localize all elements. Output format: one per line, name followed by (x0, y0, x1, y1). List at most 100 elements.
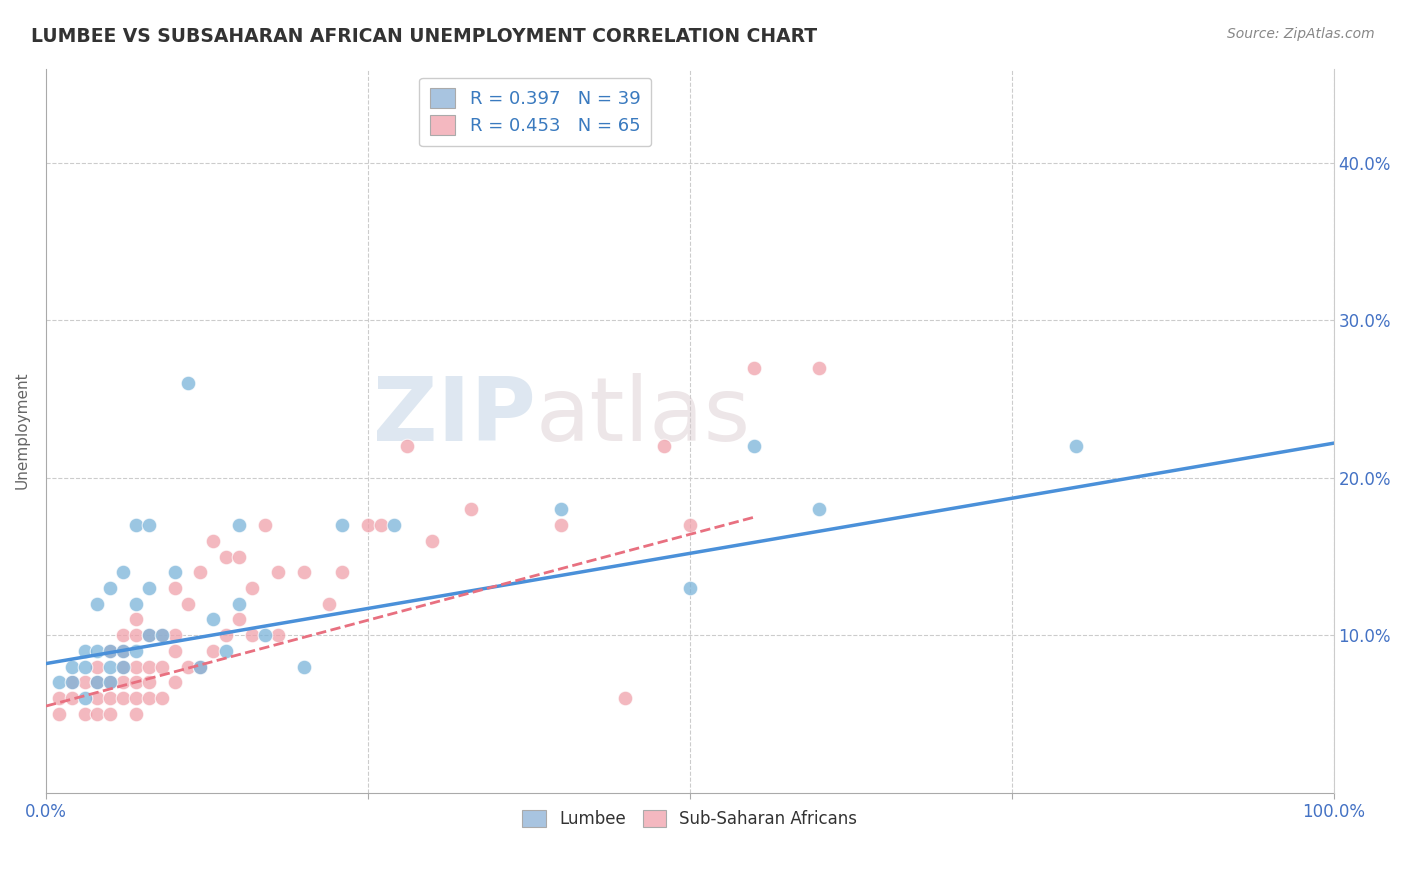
Point (292, 659, 315, 673)
Point (742, 439, 765, 453)
Point (460, 502, 482, 516)
Point (125, 597, 148, 611)
Point (125, 518, 148, 533)
Point (86, 644, 108, 658)
Point (112, 644, 135, 658)
Point (679, 518, 702, 533)
Point (112, 659, 135, 673)
Point (228, 549, 250, 564)
Point (73, 659, 96, 673)
Point (125, 675, 148, 690)
Y-axis label: Unemployment: Unemployment (15, 372, 30, 490)
Point (807, 502, 830, 516)
Point (614, 691, 637, 706)
Point (48, 691, 70, 706)
Point (382, 518, 405, 533)
Point (176, 659, 198, 673)
Point (48, 706, 70, 721)
Point (292, 566, 315, 580)
Point (150, 691, 173, 706)
Point (138, 659, 160, 673)
Point (550, 518, 572, 533)
Point (138, 691, 160, 706)
Point (318, 597, 340, 611)
Point (86, 706, 108, 721)
Point (60, 675, 83, 690)
Legend: Lumbee, Sub-Saharan Africans: Lumbee, Sub-Saharan Africans (516, 804, 863, 835)
Point (98, 644, 121, 658)
Point (240, 628, 263, 642)
Point (125, 691, 148, 706)
Point (60, 691, 83, 706)
Point (150, 628, 173, 642)
Text: atlas: atlas (536, 373, 751, 459)
Point (112, 691, 135, 706)
Point (215, 628, 238, 642)
Point (807, 360, 830, 375)
Point (125, 644, 148, 658)
Point (138, 628, 160, 642)
Point (86, 675, 108, 690)
Point (73, 675, 96, 690)
Point (1064, 439, 1087, 453)
Point (98, 659, 121, 673)
Point (150, 659, 173, 673)
Point (112, 659, 135, 673)
Text: ZIP: ZIP (373, 373, 536, 459)
Point (138, 581, 160, 595)
Point (98, 675, 121, 690)
Point (98, 581, 121, 595)
Point (215, 644, 238, 658)
Point (86, 659, 108, 673)
Point (240, 581, 263, 595)
Point (190, 566, 212, 580)
Point (267, 566, 290, 580)
Point (163, 644, 186, 658)
Point (267, 628, 290, 642)
Point (138, 518, 160, 533)
Point (48, 675, 70, 690)
Point (125, 706, 148, 721)
Point (98, 675, 121, 690)
Point (679, 581, 702, 595)
Point (357, 518, 380, 533)
Point (98, 644, 121, 658)
Point (176, 597, 198, 611)
Point (150, 628, 173, 642)
Point (330, 566, 353, 580)
Point (125, 612, 148, 626)
Point (253, 518, 276, 533)
Point (652, 439, 675, 453)
Point (86, 691, 108, 706)
Point (202, 533, 225, 548)
Point (138, 628, 160, 642)
Point (176, 376, 198, 391)
Point (125, 659, 148, 673)
Point (163, 628, 186, 642)
Point (330, 518, 353, 533)
Point (163, 675, 186, 690)
Point (138, 675, 160, 690)
Text: Source: ZipAtlas.com: Source: ZipAtlas.com (1227, 27, 1375, 41)
Point (163, 566, 186, 580)
Point (228, 518, 250, 533)
Point (73, 691, 96, 706)
Point (73, 706, 96, 721)
Point (86, 675, 108, 690)
Point (370, 518, 392, 533)
Point (60, 675, 83, 690)
Point (190, 659, 212, 673)
Point (163, 581, 186, 595)
Point (202, 644, 225, 658)
Point (228, 597, 250, 611)
Point (190, 659, 212, 673)
Point (86, 597, 108, 611)
Point (228, 612, 250, 626)
Point (98, 706, 121, 721)
Point (112, 644, 135, 658)
Point (112, 675, 135, 690)
Point (215, 549, 238, 564)
Point (98, 691, 121, 706)
Point (253, 628, 276, 642)
Point (73, 644, 96, 658)
